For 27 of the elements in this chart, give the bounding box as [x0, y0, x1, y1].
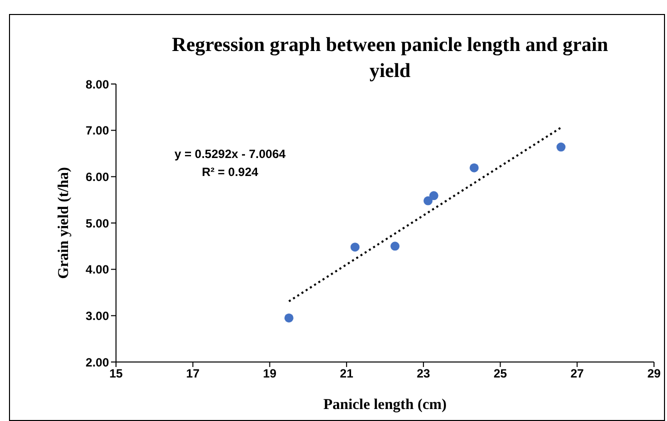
- point: [556, 142, 566, 152]
- point: [390, 242, 400, 251]
- x-tick-label: 27: [570, 366, 584, 381]
- x-tick-label: 17: [186, 366, 200, 381]
- x-tick-label: 25: [494, 366, 508, 381]
- point: [424, 196, 433, 206]
- annotation: y = 0.5292x - 7.0064: [173, 146, 287, 163]
- point: [470, 163, 479, 172]
- y-tick-label: 2.00: [86, 355, 110, 370]
- x-tick-label: 29: [647, 366, 661, 381]
- y-axis-title: Grain yield (t/ha): [55, 166, 73, 281]
- x-axis-title: Panicle length (cm): [322, 397, 448, 414]
- point: [284, 313, 294, 322]
- y-tick-label: 4.00: [86, 262, 110, 277]
- x-tick-label: 15: [109, 366, 123, 381]
- point: [429, 191, 438, 200]
- annotation: R² = 0.924: [200, 164, 260, 181]
- y-tick-label: 6.00: [86, 170, 110, 184]
- x-tick-label: 21: [340, 366, 354, 381]
- x-tick-label: 19: [263, 366, 277, 381]
- y-tick-label: 5.00: [86, 216, 110, 230]
- x-tick-label: 23: [416, 366, 430, 381]
- chart-title: Regression graph between panicle length and grain yield: [170, 33, 610, 84]
- y-tick-label: 8.00: [86, 77, 110, 92]
- y-tick-label: 3.00: [86, 308, 110, 323]
- y-tick-label: 7.00: [86, 124, 110, 138]
- point: [350, 242, 360, 252]
